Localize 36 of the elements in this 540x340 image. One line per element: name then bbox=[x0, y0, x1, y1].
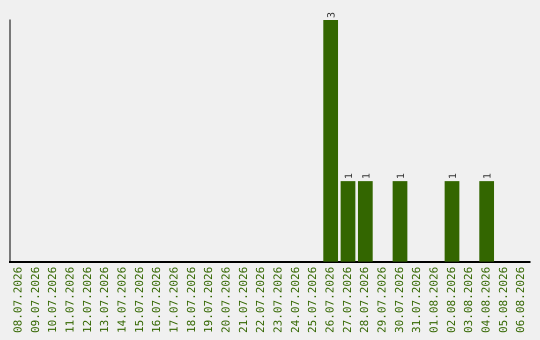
x-tick-label: 28.07.2026 bbox=[358, 266, 372, 334]
x-tick-label: 29.07.2026 bbox=[376, 266, 389, 334]
data-label: 1 bbox=[448, 173, 459, 180]
x-tick-label: 22.07.2026 bbox=[254, 266, 268, 334]
x-tick-label: 17.07.2026 bbox=[168, 266, 181, 334]
x-tick-label: 13.07.2026 bbox=[98, 266, 112, 334]
x-tick-label: 16.07.2026 bbox=[150, 266, 164, 334]
x-tick-label: 23.07.2026 bbox=[272, 266, 285, 334]
x-tick-label: 30.07.2026 bbox=[392, 266, 406, 334]
x-tick-label: 03.08.2026 bbox=[462, 266, 476, 334]
x-tick-label: 19.07.2026 bbox=[202, 266, 216, 334]
x-tick-label: 15.07.2026 bbox=[132, 266, 146, 334]
x-tick-label: 12.07.2026 bbox=[80, 266, 94, 334]
x-tick-label: 27.07.2026 bbox=[340, 266, 354, 334]
x-tick-label: 31.07.2026 bbox=[410, 266, 424, 334]
data-label: 1 bbox=[482, 173, 494, 180]
x-tick-label: 20.07.2026 bbox=[220, 266, 233, 334]
x-tick-label: 06.08.2026 bbox=[514, 266, 528, 334]
x-tick-label: 05.08.2026 bbox=[496, 266, 510, 334]
x-tick-label: 21.07.2026 bbox=[236, 266, 250, 334]
x-tick-label: 09.07.2026 bbox=[28, 266, 42, 334]
data-label: 1 bbox=[344, 173, 355, 180]
x-tick-label: 10.07.2026 bbox=[46, 266, 60, 334]
x-tick-label: 04.08.2026 bbox=[480, 266, 493, 334]
data-label: 1 bbox=[361, 173, 372, 180]
data-label: 3 bbox=[326, 12, 338, 18]
x-tick-label: 14.07.2026 bbox=[116, 266, 129, 334]
x-tick-label: 08.07.2026 bbox=[12, 266, 25, 334]
x-tick-label: 01.08.2026 bbox=[428, 266, 441, 334]
x-tick-label: 02.08.2026 bbox=[444, 266, 458, 334]
x-tick-label: 26.07.2026 bbox=[324, 266, 337, 334]
x-tick-label: 24.07.2026 bbox=[288, 266, 302, 334]
x-tick-label: 18.07.2026 bbox=[184, 266, 198, 334]
data-label: 1 bbox=[396, 173, 407, 180]
x-tick-label: 11.07.2026 bbox=[64, 266, 77, 334]
x-tick-label: 25.07.2026 bbox=[306, 266, 320, 334]
